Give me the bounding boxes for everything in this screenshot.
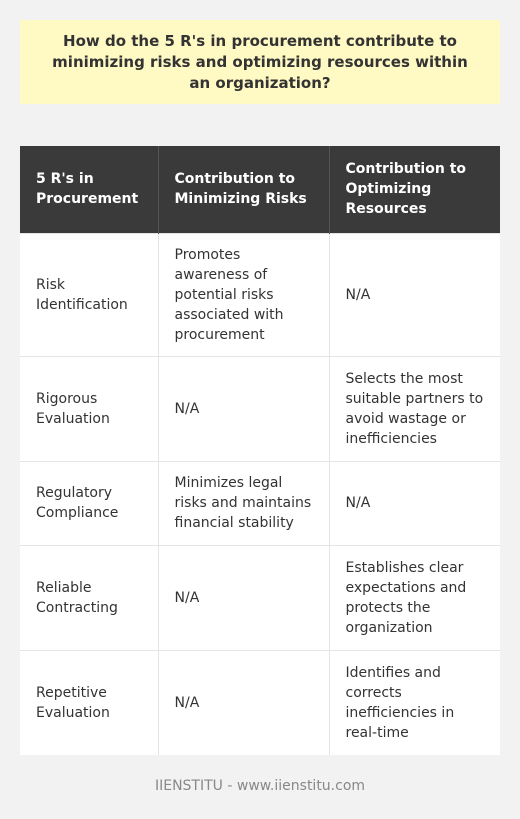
cell-r: Repetitive Evaluation — [20, 649, 159, 755]
cell-risks: N/A — [158, 649, 330, 755]
cell-r: Regulatory Compliance — [20, 460, 159, 545]
cell-risks: N/A — [158, 355, 330, 461]
table-row: Rigorous Evaluation N/A Selects the most… — [20, 355, 500, 461]
question-title: How do the 5 R's in procurement contribu… — [52, 31, 468, 92]
five-rs-table: 5 R's in Procurement Contribution to Min… — [20, 146, 500, 755]
cell-resources: N/A — [329, 460, 500, 545]
header-minimizing-risks: Contribution to Minimizing Risks — [158, 146, 330, 233]
cell-risks: N/A — [158, 544, 330, 650]
table-row: Regulatory Compliance Minimizes legal ri… — [20, 460, 500, 545]
header-optimizing-resources: Contribution to Optimizing Resources — [329, 146, 500, 233]
cell-risks: Minimizes legal risks and maintains fina… — [158, 460, 330, 545]
cell-resources: Identifies and corrects inefficiencies i… — [329, 649, 500, 755]
table-row: Risk Identification Promotes awareness o… — [20, 232, 500, 356]
table-row: Repetitive Evaluation N/A Identifies and… — [20, 649, 500, 755]
footer-credit: IIENSTITU - www.iienstitu.com — [154, 778, 366, 794]
question-box: How do the 5 R's in procurement contribu… — [20, 20, 500, 104]
table-header-row: 5 R's in Procurement Contribution to Min… — [20, 146, 500, 233]
cell-r: Risk Identification — [20, 232, 159, 356]
cell-resources: N/A — [329, 232, 500, 356]
header-five-rs: 5 R's in Procurement — [20, 146, 159, 233]
cell-resources: Establishes clear expectations and prote… — [329, 544, 500, 650]
cell-r: Reliable Contracting — [20, 544, 159, 650]
cell-r: Rigorous Evaluation — [20, 355, 159, 461]
cell-risks: Promotes awareness of potential risks as… — [158, 232, 330, 356]
cell-resources: Selects the most suitable partners to av… — [329, 355, 500, 461]
table-row: Reliable Contracting N/A Establishes cle… — [20, 544, 500, 650]
